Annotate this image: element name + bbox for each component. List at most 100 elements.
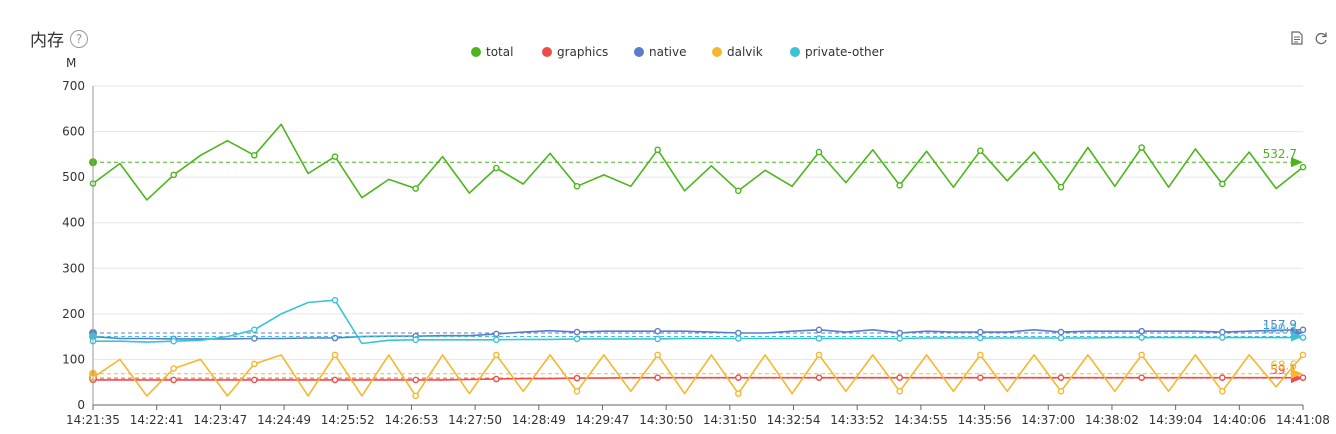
legend-item-private-other: private-other xyxy=(790,45,884,59)
series-total: 532.7 xyxy=(89,123,1307,201)
data-point xyxy=(735,374,742,381)
data-point xyxy=(170,337,177,345)
data-point xyxy=(977,374,984,381)
data-point xyxy=(896,335,903,342)
legend-item-graphics: graphics xyxy=(542,45,608,59)
x-tick-label: 14:30:50 xyxy=(639,413,693,427)
data-point xyxy=(1219,374,1226,381)
data-point xyxy=(331,351,339,359)
data-point xyxy=(977,334,984,342)
data-point xyxy=(1299,163,1307,171)
data-point xyxy=(170,365,177,372)
data-point xyxy=(815,374,823,381)
x-tick-label: 14:35:56 xyxy=(958,413,1012,427)
y-axis-unit: M xyxy=(66,56,77,70)
x-tick-label: 14:28:49 xyxy=(512,413,566,427)
data-point xyxy=(1057,334,1065,342)
data-point xyxy=(1219,328,1226,336)
y-tick-label: 400 xyxy=(62,216,85,230)
x-tick-label: 14:24:49 xyxy=(257,413,311,427)
data-point xyxy=(1219,388,1226,395)
data-point xyxy=(493,375,500,383)
data-point xyxy=(896,182,903,189)
data-point xyxy=(1057,328,1065,336)
legend-marker xyxy=(790,47,800,57)
series-line xyxy=(93,299,1303,345)
legend-label: dalvik xyxy=(727,45,763,59)
average-label: 68.6 xyxy=(1270,359,1297,373)
average-arrow xyxy=(1291,157,1303,168)
data-point xyxy=(1299,326,1307,334)
x-tick-label: 14:32:54 xyxy=(767,413,821,427)
average-arrow xyxy=(1291,331,1303,342)
data-point xyxy=(654,327,661,335)
data-point xyxy=(251,326,258,334)
data-point xyxy=(1138,351,1145,359)
data-point xyxy=(251,151,258,159)
data-point xyxy=(896,374,903,381)
data-point xyxy=(1057,183,1065,191)
average-arrow xyxy=(1291,368,1303,379)
data-point xyxy=(815,148,823,156)
data-point xyxy=(1138,374,1145,381)
x-tick-label: 14:33:52 xyxy=(830,413,884,427)
y-tick-label: 300 xyxy=(62,261,85,275)
chart-toolbar xyxy=(1290,30,1328,46)
data-point xyxy=(977,147,984,155)
data-point xyxy=(251,335,258,342)
series-line xyxy=(92,329,1304,340)
legend-label: private-other xyxy=(805,45,884,59)
document-icon[interactable] xyxy=(1290,30,1304,46)
chart-header: 内存 ? xyxy=(30,26,88,51)
data-point xyxy=(735,187,742,195)
data-point xyxy=(735,335,742,342)
data-point xyxy=(170,376,177,384)
y-tick-label: 600 xyxy=(62,125,85,139)
data-point xyxy=(573,374,581,382)
data-point xyxy=(493,336,500,344)
data-point xyxy=(493,164,500,172)
data-point xyxy=(251,360,258,368)
data-point xyxy=(735,390,742,397)
data-point xyxy=(977,328,984,336)
data-point xyxy=(1057,388,1065,395)
legend-label: native xyxy=(649,45,686,59)
legend-marker xyxy=(712,47,722,57)
legend-label: graphics xyxy=(557,45,608,59)
data-point xyxy=(815,326,823,334)
x-tick-label: 14:25:52 xyxy=(321,413,375,427)
legend-marker xyxy=(542,47,552,57)
legend: total graphics native dalvik private-other xyxy=(471,45,884,59)
x-tick-label: 14:41:08 xyxy=(1276,413,1330,427)
series-line xyxy=(92,354,1304,397)
legend-item-native: native xyxy=(634,45,686,59)
question-circle-icon[interactable]: ? xyxy=(70,29,88,48)
data-point xyxy=(331,153,339,160)
data-point xyxy=(977,351,984,359)
y-tick-label: 0 xyxy=(77,398,85,412)
average-label: 150.3 xyxy=(1263,322,1297,336)
data-point xyxy=(493,330,500,338)
x-tick-label: 14:29:47 xyxy=(576,413,630,427)
data-point xyxy=(1299,374,1307,381)
series-line xyxy=(92,123,1304,201)
refresh-icon[interactable] xyxy=(1314,30,1328,46)
average-label: 157.9 xyxy=(1263,318,1297,332)
x-tick-label: 14:31:50 xyxy=(703,413,757,427)
x-tick-label: 14:22:41 xyxy=(130,413,184,427)
data-point xyxy=(896,388,903,395)
x-tick-label: 14:34:55 xyxy=(894,413,948,427)
data-point xyxy=(735,329,742,337)
data-point xyxy=(1138,327,1145,335)
data-point xyxy=(815,335,823,342)
data-point xyxy=(412,185,419,192)
legend-label: total xyxy=(486,45,513,59)
data-point xyxy=(1299,351,1307,359)
data-point xyxy=(1057,374,1065,381)
y-tick-label: 100 xyxy=(62,352,85,366)
x-tick-label: 14:37:00 xyxy=(1021,413,1075,427)
data-point xyxy=(1219,180,1226,188)
data-point xyxy=(573,335,581,343)
